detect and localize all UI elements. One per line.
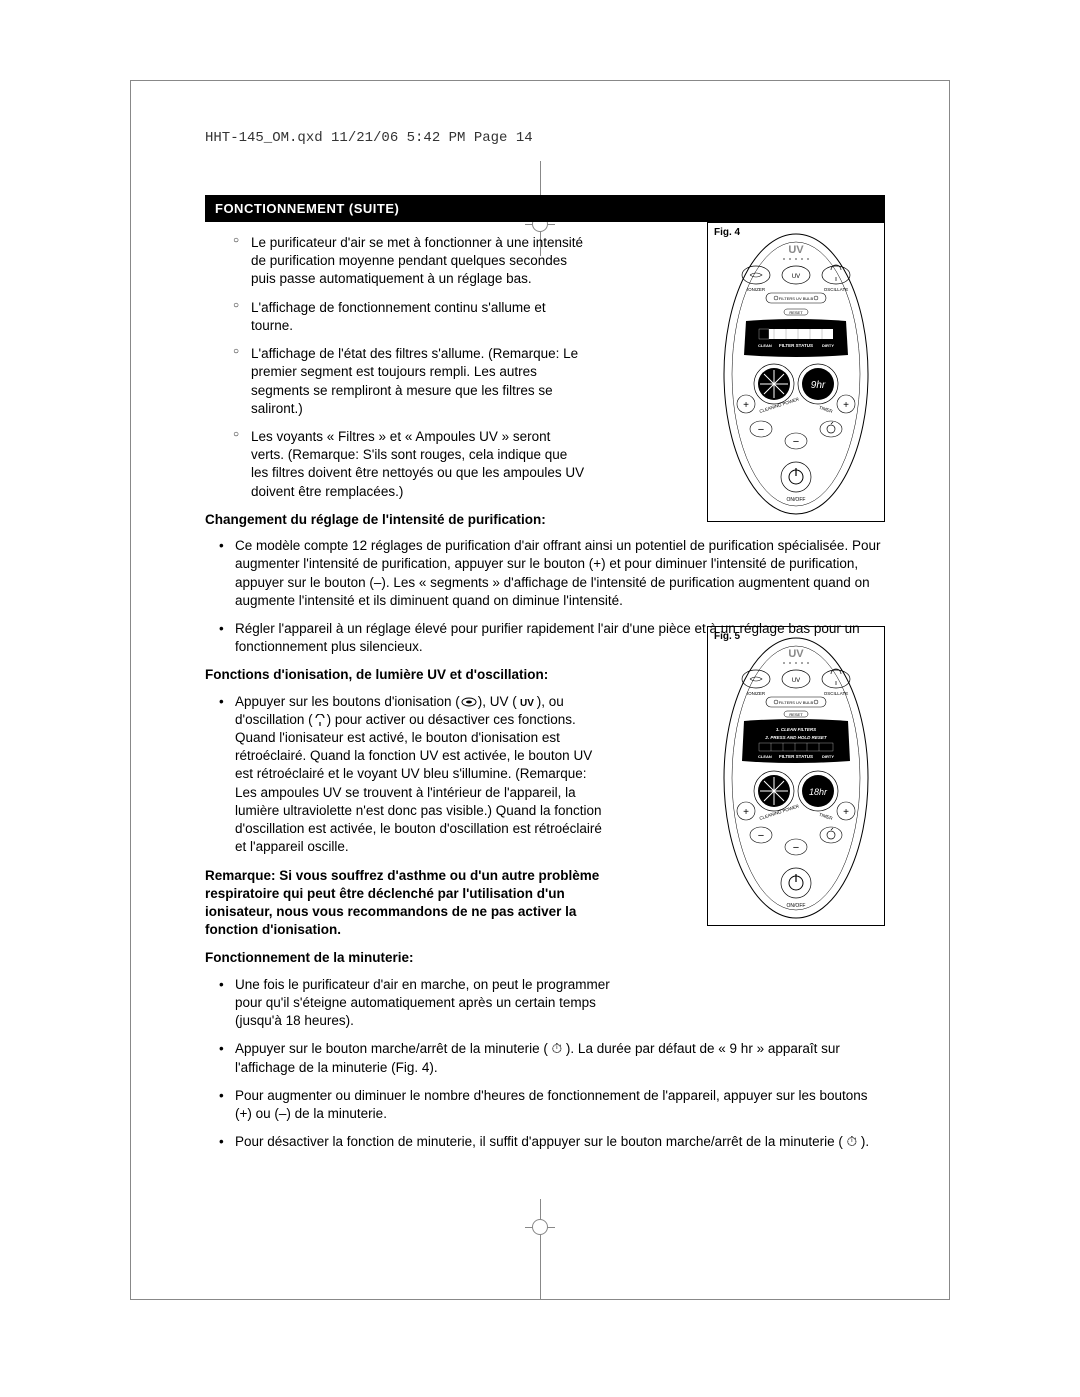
- intro-item: L'affichage de l'état des filtres s'allu…: [233, 345, 585, 418]
- svg-text:DIRTY: DIRTY: [822, 343, 834, 348]
- svg-text:2. PRESS AND HOLD RESET: 2. PRESS AND HOLD RESET: [764, 735, 828, 740]
- text-segment: ) pour activer ou désactiver ces fonctio…: [235, 712, 602, 855]
- uv-text-icon: UV: [518, 697, 536, 707]
- svg-text:RESET: RESET: [789, 310, 803, 315]
- svg-text:1. CLEAN FILTERS: 1. CLEAN FILTERS: [776, 727, 816, 732]
- svg-text:DIRTY: DIRTY: [822, 754, 834, 759]
- svg-text:IONIZER: IONIZER: [747, 287, 766, 292]
- svg-text:+: +: [843, 807, 849, 818]
- oscillate-icon: [314, 714, 326, 726]
- control-panel-fig5-svg: UV UV IONIZER OSCILLATE FILTERS UV BULB …: [716, 633, 876, 923]
- list-item: Pour augmenter ou diminuer le nombre d'h…: [219, 1087, 885, 1123]
- list-item: Pour désactiver la fonction de minuterie…: [219, 1133, 885, 1151]
- asthma-warning: Remarque: Si vous souffrez d'asthme ou d…: [205, 867, 605, 940]
- timer-list: Une fois le purificateur d'air en marche…: [205, 976, 885, 1152]
- svg-text:CLEAN: CLEAN: [758, 754, 772, 759]
- figure-5: Fig. 5 UV UV IONIZER OSCILLATE FILTERS U…: [707, 626, 885, 926]
- svg-text:IONIZER: IONIZER: [747, 691, 766, 696]
- svg-text:ON/OFF: ON/OFF: [787, 903, 806, 909]
- svg-text:18hr: 18hr: [809, 787, 828, 797]
- svg-text:−: −: [758, 830, 764, 842]
- svg-text:TIMER: TIMER: [818, 405, 834, 414]
- svg-text:9hr: 9hr: [811, 380, 826, 391]
- page-content: FONCTIONNEMENT (SUITE) Fig. 4 UV UV IONI…: [205, 195, 885, 1161]
- svg-text:FILTER STATUS: FILTER STATUS: [779, 343, 813, 348]
- svg-text:−: −: [793, 842, 799, 854]
- svg-text:UV: UV: [788, 244, 804, 256]
- document-header-meta: HHT-145_OM.qxd 11/21/06 5:42 PM Page 14: [205, 130, 533, 146]
- subheading-timer: Fonctionnement de la minuterie:: [205, 949, 885, 967]
- intro-item: Les voyants « Filtres » et « Ampoules UV…: [233, 428, 585, 501]
- control-panel-fig4-svg: UV UV IONIZER OSCILLATE FILTERS UV BULB …: [716, 229, 876, 519]
- list-item: Régler l'appareil à un réglage élevé pou…: [219, 620, 885, 656]
- svg-text:FILTERS UV BULB: FILTERS UV BULB: [779, 296, 814, 301]
- section-title-bar: FONCTIONNEMENT (SUITE): [205, 195, 885, 222]
- text-segment: ), UV (: [478, 694, 517, 709]
- svg-text:−: −: [793, 436, 799, 448]
- crop-mark-bottom: [525, 1199, 555, 1299]
- svg-text:UV: UV: [520, 698, 534, 707]
- svg-text:−: −: [758, 424, 764, 436]
- svg-text:+: +: [743, 807, 749, 818]
- functions-list: Appuyer sur les boutons d'ionisation (),…: [205, 693, 605, 857]
- intro-item: Le purificateur d'air se met à fonctionn…: [233, 234, 585, 289]
- svg-text:TIMER: TIMER: [818, 812, 834, 821]
- intro-item: L'affichage de fonctionnement continu s'…: [233, 299, 585, 335]
- list-item: Une fois le purificateur d'air en marche…: [219, 976, 619, 1031]
- svg-text:OSCILLATE: OSCILLATE: [824, 691, 848, 696]
- svg-text:UV: UV: [792, 678, 800, 684]
- intensity-list: Ce modèle compte 12 réglages de purifica…: [205, 537, 885, 656]
- svg-text:RESET: RESET: [789, 712, 803, 717]
- list-item: Ce modèle compte 12 réglages de purifica…: [219, 537, 885, 610]
- svg-text:UV: UV: [792, 274, 800, 280]
- svg-text:OSCILLATE: OSCILLATE: [824, 287, 848, 292]
- intro-sublist: Le purificateur d'air se met à fonctionn…: [205, 234, 585, 501]
- list-item: Appuyer sur les boutons d'ionisation (),…: [219, 693, 605, 857]
- svg-text:FILTERS UV BULB: FILTERS UV BULB: [779, 700, 814, 705]
- text-segment: Appuyer sur les boutons d'ionisation (: [235, 694, 460, 709]
- svg-text:+: +: [843, 400, 849, 411]
- svg-text:ON/OFF: ON/OFF: [787, 497, 806, 503]
- svg-text:FILTER STATUS: FILTER STATUS: [779, 754, 813, 759]
- svg-text:+: +: [743, 400, 749, 411]
- svg-text:CLEAN: CLEAN: [758, 343, 772, 348]
- list-item: Appuyer sur le bouton marche/arrêt de la…: [219, 1040, 885, 1076]
- figure-4: Fig. 4 UV UV IONIZER OSCILLATE: [707, 222, 885, 522]
- ionizer-icon: [461, 697, 477, 707]
- figure-4-label: Fig. 4: [714, 227, 740, 238]
